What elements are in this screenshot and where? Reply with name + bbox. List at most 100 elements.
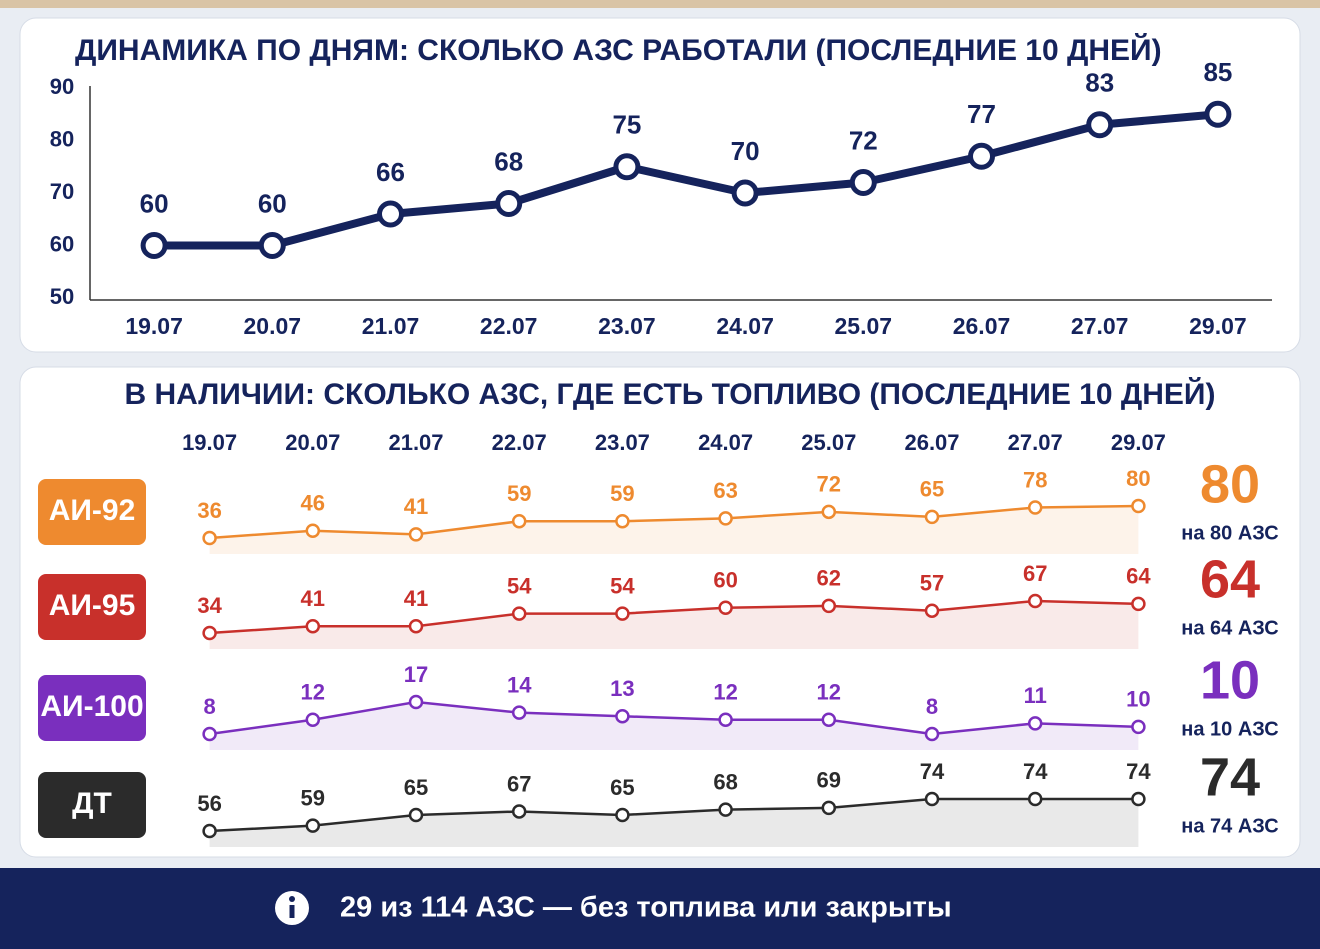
point (511, 804, 527, 819)
summary-value: 10 (1200, 650, 1260, 710)
data-label: 67 (507, 771, 531, 796)
x-tick-label: 20.07 (285, 430, 340, 455)
point (1027, 791, 1043, 807)
point (1027, 500, 1043, 515)
point (202, 726, 217, 742)
point (408, 807, 424, 823)
point (924, 791, 940, 807)
x-tick-label: 22.07 (480, 313, 538, 339)
chart-title: В НАЛИЧИИ: СКОЛЬКО АЗС, ГДЕ ЕСТЬ ТОПЛИВО… (125, 377, 1216, 411)
x-tick-label: 24.07 (698, 430, 753, 455)
x-tick-label: 29.07 (1189, 313, 1247, 339)
x-tick-label: 25.07 (835, 313, 893, 339)
legend-label: АИ-95 (49, 589, 136, 622)
point (305, 712, 321, 728)
point (1131, 596, 1146, 612)
x-tick-label: 27.07 (1008, 430, 1063, 455)
summary-label: на 74 АЗС (1181, 815, 1278, 837)
data-label: 13 (610, 676, 634, 701)
data-label: 74 (920, 759, 945, 784)
footer-text: 29 из 114 АЗС — без топлива или закрыты (340, 892, 952, 924)
data-label: 34 (197, 593, 222, 618)
point (1131, 719, 1146, 735)
summary-value: 74 (1200, 747, 1260, 807)
legend-badge (38, 675, 146, 741)
point (1204, 100, 1232, 128)
y-tick-label: 80 (50, 126, 74, 151)
data-label: 56 (197, 791, 221, 816)
data-label: 69 (817, 768, 841, 793)
point (1131, 498, 1146, 514)
point (821, 800, 837, 816)
legend-label: АИ-92 (49, 494, 136, 527)
point (305, 523, 321, 538)
point (511, 606, 527, 621)
y-tick-label: 50 (50, 284, 74, 309)
point (924, 726, 940, 742)
data-label: 14 (507, 672, 532, 697)
x-tick-label: 21.07 (362, 313, 420, 339)
point (495, 190, 523, 217)
data-label: 10 (1126, 687, 1150, 712)
data-label: 12 (713, 680, 737, 705)
x-tick-label: 26.07 (953, 313, 1011, 339)
point (615, 807, 630, 823)
summary-value: 80 (1200, 454, 1260, 514)
area (209, 799, 1139, 847)
legend-badge (38, 772, 146, 838)
x-tick-label: 23.07 (598, 313, 656, 339)
x-tick-label: 26.07 (904, 430, 959, 455)
data-label: 36 (197, 498, 221, 523)
data-label: 17 (404, 662, 428, 687)
x-tick-label: 23.07 (595, 430, 650, 455)
line (209, 797, 1139, 833)
data-label: 41 (404, 494, 428, 519)
point (718, 600, 733, 616)
data-label: 85 (1203, 57, 1232, 87)
chart-title: ДИНАМИКА ПО ДНЯМ: СКОЛЬКО АЗС РАБОТАЛИ (… (75, 33, 1162, 67)
summary-label: на 80 АЗС (1181, 522, 1278, 544)
data-label: 83 (1085, 68, 1114, 98)
point (615, 514, 630, 529)
data-label: 65 (404, 775, 428, 800)
point (305, 818, 321, 833)
data-label: 67 (1023, 561, 1047, 586)
point (408, 694, 424, 710)
point (849, 169, 877, 196)
point (305, 618, 321, 634)
summary-label: на 10 АЗС (1181, 718, 1278, 740)
data-label: 59 (507, 481, 531, 506)
data-label: 60 (140, 188, 169, 218)
data-label: 78 (1023, 467, 1047, 492)
data-label: 59 (610, 481, 634, 506)
point (511, 705, 527, 720)
point (1027, 716, 1043, 731)
data-label: 54 (507, 573, 532, 598)
point (202, 823, 217, 839)
data-label: 8 (203, 694, 215, 719)
point (613, 153, 641, 181)
line (209, 700, 1139, 736)
point (140, 232, 168, 259)
data-label: 80 (1126, 466, 1150, 491)
x-tick-label: 29.07 (1111, 430, 1166, 455)
x-tick-label: 19.07 (182, 430, 237, 455)
data-label: 11 (1024, 683, 1047, 708)
legend-badge (38, 479, 146, 545)
line (209, 599, 1139, 635)
data-label: 72 (817, 472, 841, 497)
point (718, 712, 733, 728)
data-label: 65 (610, 775, 634, 800)
area (209, 702, 1139, 750)
data-label: 64 (1126, 564, 1151, 589)
y-tick-label: 70 (50, 179, 74, 204)
data-label: 60 (258, 188, 287, 218)
point (202, 530, 217, 546)
data-label: 60 (713, 568, 737, 593)
point (511, 514, 527, 529)
point (718, 511, 733, 526)
data-label: 74 (1126, 759, 1151, 784)
data-label: 72 (849, 125, 878, 155)
